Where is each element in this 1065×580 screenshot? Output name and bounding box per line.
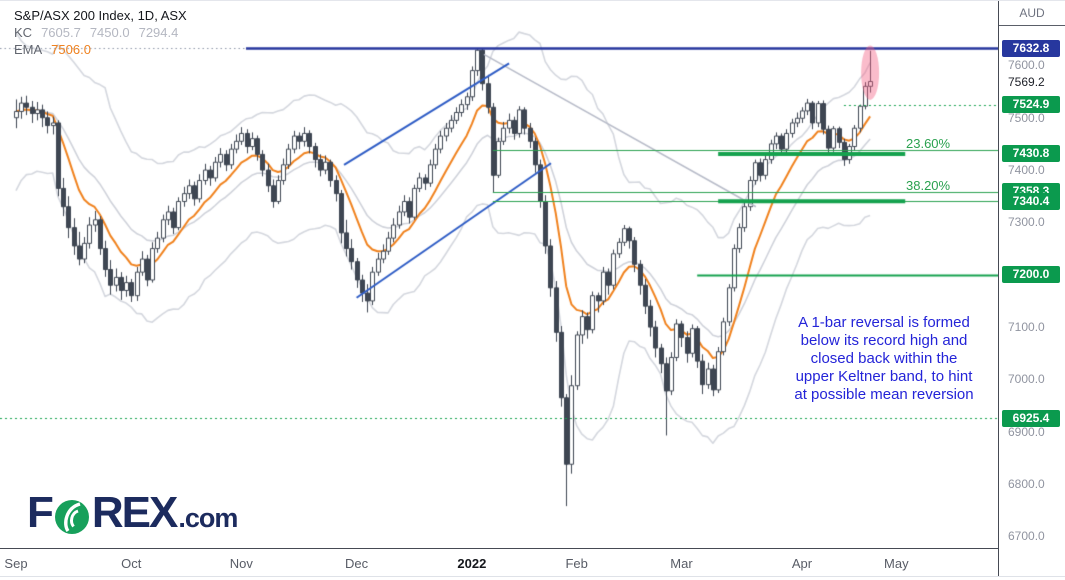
- time-axis-label: Dec: [345, 556, 369, 571]
- kc-upper-value: 7605.7: [41, 25, 81, 40]
- chart-legend: S&P/ASX 200 Index, 1D, ASX KC 7605.7 7450.…: [14, 8, 187, 59]
- symbol-title-row[interactable]: S&P/ASX 200 Index, 1D, ASX: [14, 8, 187, 24]
- last-price-label: 7569.2: [1008, 74, 1045, 89]
- price-axis-label: 7300.0: [1008, 215, 1045, 230]
- time-axis-label: 2022: [457, 556, 487, 571]
- price-axis-label: 7400.0: [1008, 163, 1045, 178]
- time-axis-label: Apr: [791, 556, 813, 571]
- time-axis-label: Mar: [670, 556, 693, 571]
- kc-basis-value: 7450.0: [89, 25, 130, 40]
- price-axis-label: 6800.0: [1008, 477, 1045, 492]
- fib-retracement-label: 23.60%: [906, 136, 951, 152]
- price-axis-label: 6700.0: [1008, 529, 1045, 544]
- price-axis[interactable]: AUD 7600.0 7500.0 7400.0 7300.0 7100.0 7000.0…: [998, 1, 1065, 576]
- kc-lower-value: 7294.4: [138, 25, 179, 40]
- annotation-line: upper Keltner band, to hint: [795, 368, 973, 385]
- logo-text-rex: REX: [91, 488, 178, 537]
- forex-com-logo: F REX .com: [27, 488, 238, 537]
- price-axis-label: 7000.0: [1008, 372, 1045, 387]
- level-price-badge: 7200.0: [1002, 266, 1060, 284]
- kc-indicator-label: KC: [14, 25, 33, 40]
- kc-indicator-row[interactable]: KC 7605.7 7450.0 7294.4: [14, 25, 187, 41]
- annotation-line: closed back within the: [810, 350, 958, 367]
- logo-text-f: F: [27, 488, 54, 537]
- time-axis-label: Feb: [565, 556, 588, 571]
- ema-indicator-row[interactable]: EMA 7506.0: [14, 42, 187, 58]
- ema-indicator-label: EMA: [14, 42, 43, 57]
- level-price-badge: 6925.4: [1002, 409, 1060, 427]
- chart-pane[interactable]: S&P/ASX 200 Index, 1D, ASX KC 7605.7 7450.…: [0, 1, 998, 548]
- time-axis-label: Oct: [121, 556, 142, 571]
- time-axis-label: Sep: [4, 556, 28, 571]
- symbol-title: S&P/ASX 200 Index, 1D, ASX: [14, 8, 187, 23]
- bottom-border: [0, 576, 1065, 580]
- time-axis[interactable]: Sep Oct Nov Dec 2022 Feb Mar Apr May: [0, 548, 1065, 576]
- fib-retracement-label: 38.20%: [906, 177, 951, 193]
- annotation-line: A 1-bar reversal is formed: [798, 314, 970, 331]
- candlestick-chart-canvas[interactable]: [0, 1, 998, 548]
- currency-label: AUD: [999, 1, 1065, 26]
- logo-text-com: .com: [178, 503, 238, 533]
- price-axis-label: 6900.0: [1008, 424, 1045, 439]
- annotation-line: at possible mean reversion: [794, 386, 974, 403]
- annotation-line: below its record high and: [800, 332, 968, 349]
- time-axis-label: May: [884, 556, 909, 571]
- analyst-annotation-text: A 1-bar reversal is formed below its reco…: [770, 314, 998, 404]
- price-axis-label: 7600.0: [1008, 58, 1045, 73]
- price-axis-label: 7100.0: [1008, 320, 1045, 335]
- level-price-badge: 7340.4: [1002, 192, 1060, 210]
- level-price-badge: 7524.9: [1002, 96, 1060, 114]
- ema-value: 7506.0: [51, 42, 91, 57]
- level-price-badge: 7430.8: [1002, 145, 1060, 163]
- price-axis-label: 7500.0: [1008, 110, 1045, 125]
- record-high-price-badge: 7632.8: [1002, 39, 1060, 57]
- time-axis-label: Nov: [229, 556, 253, 571]
- logo-coin-icon: [54, 499, 90, 535]
